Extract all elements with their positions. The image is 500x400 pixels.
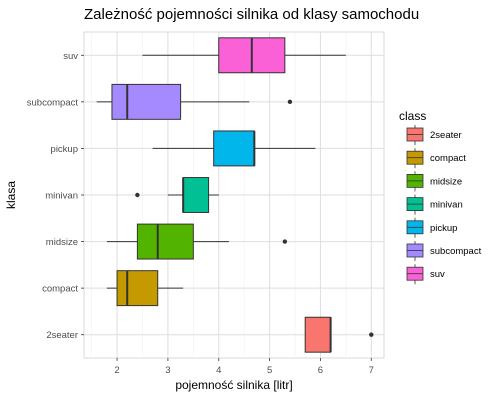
x-axis-title: pojemność silnika [litr] bbox=[175, 378, 292, 392]
legend-item-suv: suv bbox=[406, 264, 445, 285]
y-tick-label: compact bbox=[42, 284, 78, 295]
box-body bbox=[116, 270, 159, 307]
box-minivan bbox=[135, 177, 219, 213]
x-tick-label: 5 bbox=[267, 365, 272, 376]
box-midsize bbox=[106, 223, 288, 260]
box-body bbox=[304, 316, 332, 353]
legend-label: subcompact bbox=[430, 246, 482, 257]
outlier-point bbox=[282, 239, 288, 244]
y-tick-label: 2seater bbox=[46, 330, 78, 341]
box-body bbox=[136, 223, 194, 260]
box-2seater bbox=[304, 316, 374, 353]
box-body bbox=[111, 83, 182, 120]
y-tick-labels: 2seater compact midsize minivan pickup subcom… bbox=[27, 51, 84, 341]
legend-item-midsize: midsize bbox=[406, 171, 462, 192]
x-tick-label: 6 bbox=[318, 365, 323, 376]
legend-item-minivan: minivan bbox=[406, 194, 463, 215]
y-tick-label: midsize bbox=[46, 237, 78, 248]
y-tick-label: pickup bbox=[51, 144, 78, 155]
box-suv bbox=[142, 37, 346, 74]
box-subcompact bbox=[96, 83, 293, 120]
legend-label: compact bbox=[430, 153, 466, 164]
legend-item-subcompact: subcompact bbox=[406, 241, 482, 261]
legend-item-compact: compact bbox=[406, 148, 466, 169]
legend-label: suv bbox=[430, 269, 445, 280]
legend-label: 2seater bbox=[430, 130, 462, 141]
legend-item-2seater: 2seater bbox=[406, 125, 462, 145]
outlier-point bbox=[287, 99, 293, 105]
legend-title: class bbox=[399, 109, 426, 123]
y-tick-label: minivan bbox=[45, 191, 78, 202]
x-tick-label: 2 bbox=[114, 365, 119, 376]
box-pickup bbox=[152, 130, 316, 167]
x-tick-label: 3 bbox=[165, 365, 170, 376]
box-compact bbox=[106, 270, 184, 307]
y-tick-label: suv bbox=[63, 51, 78, 62]
legend-label: minivan bbox=[430, 200, 463, 211]
box-body bbox=[213, 130, 255, 167]
y-axis-title: klasa bbox=[4, 181, 18, 209]
x-tick-labels: 2 3 4 5 6 7 bbox=[114, 358, 374, 376]
legend-label: midsize bbox=[430, 176, 462, 187]
x-tick-label: 4 bbox=[216, 365, 221, 376]
x-tick-label: 7 bbox=[369, 365, 374, 376]
chart-title: Zależność pojemności silnika od klasy sa… bbox=[84, 6, 419, 23]
outlier-point bbox=[135, 192, 140, 198]
legend-label: pickup bbox=[430, 223, 457, 234]
legend: class 2seater compact midsize minivan pickup… bbox=[399, 109, 482, 285]
outlier-point bbox=[369, 332, 374, 337]
box-layer bbox=[96, 37, 374, 353]
legend-item-pickup: pickup bbox=[406, 217, 457, 238]
y-tick-label: subcompact bbox=[27, 97, 79, 108]
box-body bbox=[182, 177, 210, 213]
